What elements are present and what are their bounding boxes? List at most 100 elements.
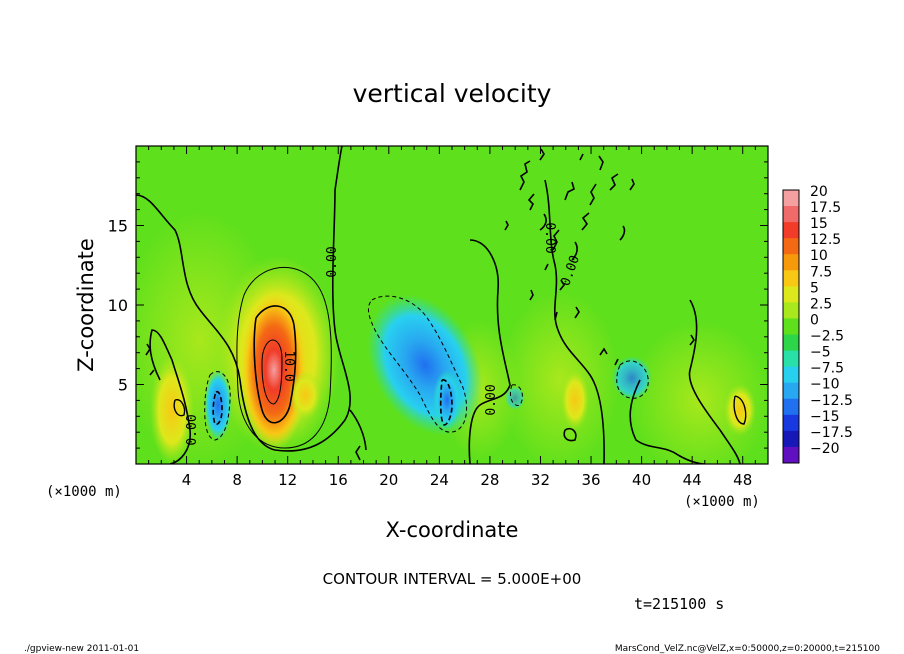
contour-label: 0.00: [542, 222, 557, 253]
contour-neg-10: [439, 379, 453, 426]
x-tick-label: 28: [480, 471, 499, 489]
contour-neg-5: [367, 295, 468, 433]
colorbar-label: −10: [810, 377, 840, 393]
footer-left: ./gpview-new 2011-01-01: [24, 644, 139, 654]
contour-5: [236, 266, 332, 449]
contour-lines: [136, 146, 747, 464]
colorbar-swatch: [783, 366, 799, 384]
colorbar-label: −12.5: [810, 393, 853, 409]
yellow-region: [561, 370, 589, 430]
contour-neg-5: [616, 360, 649, 399]
zero-contour: [733, 395, 747, 425]
contour-neg-5: [204, 371, 231, 441]
contour-10: [253, 305, 297, 424]
contour-neg-5: [509, 384, 523, 406]
colorbar-swatch: [783, 222, 799, 239]
noisy-contour: [504, 148, 635, 321]
downdraft-left: [204, 369, 232, 441]
y-tick-label: 10: [108, 296, 128, 315]
x-tick-label: 36: [581, 471, 600, 489]
zero-contour: [563, 427, 577, 442]
colorbar-label: −17.5: [810, 425, 853, 441]
colorbar-swatch: [783, 254, 799, 271]
x-tick-label: 48: [733, 471, 752, 489]
y-tick-label: 5: [118, 376, 128, 395]
zero-contour: [468, 239, 511, 464]
contour-15: [261, 339, 283, 405]
colorbar-label: 0: [810, 312, 819, 328]
colorbar-label: 5: [810, 280, 819, 296]
y-axis: 5 10 15: [108, 161, 768, 449]
plot-area: 0.00 10.0 0.00 0.00 0.00 0.00: [136, 146, 768, 464]
x-unit-left: (×1000 m): [46, 484, 122, 500]
colorbar-swatch: [783, 414, 799, 432]
colorbar-frame: [782, 189, 800, 464]
time-label: t=215100 s: [634, 595, 724, 613]
colorbar-label: 12.5: [810, 232, 841, 248]
colorbar-swatch: [783, 206, 799, 223]
footer-right: MarsCond_VelZ.nc@VelZ,x=0:50000,z=0:2000…: [615, 644, 880, 654]
x-tick-label: 44: [683, 471, 702, 489]
zero-contour: [136, 146, 351, 452]
colorbar-swatch: [783, 398, 799, 416]
colorbar-swatch: [783, 382, 799, 400]
x-tick-label: 24: [430, 471, 449, 489]
contour-neg-10: [212, 390, 223, 426]
x-axis-label: X-coordinate: [386, 518, 519, 542]
colorbar-swatch: [783, 270, 799, 287]
colorbar-label: −15: [810, 409, 840, 425]
x-tick-label: 16: [329, 471, 348, 489]
contour-interval: CONTOUR INTERVAL = 5.000E+00: [323, 570, 582, 588]
colorbar-swatch: [783, 350, 799, 368]
zero-contour: [349, 409, 367, 451]
y-axis-label: Z-coordinate: [74, 238, 98, 372]
chart-title: vertical velocity: [353, 79, 552, 108]
contour-label: 0.00: [325, 246, 340, 277]
contour-label: 10.0: [281, 350, 296, 381]
zero-contour: [688, 299, 741, 464]
colorbar-swatch: [783, 446, 799, 464]
x-tick-label: 20: [379, 471, 398, 489]
contour-label: 0.00: [185, 414, 200, 445]
lime-region: [500, 290, 620, 464]
x-tick-label: 8: [232, 471, 242, 489]
zero-contour: [173, 399, 186, 417]
y-tick-label: 15: [108, 217, 128, 236]
updraft-core: [240, 290, 308, 450]
colorbar-swatch: [783, 334, 799, 352]
x-tick-label: 4: [182, 471, 192, 489]
x-tick-label: 40: [632, 471, 651, 489]
colorbar-label: −2.5: [810, 329, 844, 345]
colorbar-swatch: [783, 302, 799, 319]
colorbar-label: 17.5: [810, 200, 841, 216]
colorbar: 2017.51512.5107.552.50−2.5−5−7.5−10−12.5…: [782, 184, 853, 464]
zero-contour: [629, 379, 706, 464]
colorbar-swatch: [783, 318, 799, 336]
noisy-contour: [355, 445, 361, 461]
colorbar-label: 7.5: [810, 264, 832, 280]
noisy-contour: [599, 334, 695, 366]
downdraft-right: [612, 356, 652, 400]
x-axis: 4 8 12 16 20 24 28 32 36 40 44 48: [148, 146, 756, 489]
zero-contour: [149, 329, 191, 464]
yellow-region: [724, 384, 756, 436]
contour-label: 0.00: [484, 384, 499, 415]
colorbar-label: −5: [810, 345, 831, 361]
colorbar-swatch: [783, 430, 799, 448]
zero-contour: [544, 179, 605, 464]
x-unit-right: (×1000 m): [684, 494, 760, 510]
x-tick-label: 32: [531, 471, 550, 489]
colorbar-label: 15: [810, 216, 828, 232]
colorbar-label: 20: [810, 184, 828, 200]
colorbar-label: 2.5: [810, 296, 832, 312]
colorbar-label: −20: [810, 441, 840, 457]
colorbar-label: 10: [810, 248, 828, 264]
yellow-region: [150, 355, 194, 464]
downdraft-core: [433, 370, 461, 430]
colorbar-swatch: [783, 286, 799, 303]
x-tick-label: 12: [278, 471, 297, 489]
colorbar-label: −7.5: [810, 361, 844, 377]
colorbar-swatch: [783, 238, 799, 255]
contour-labels: 0.00 10.0 0.00 0.00 0.00 0.00: [185, 222, 583, 445]
